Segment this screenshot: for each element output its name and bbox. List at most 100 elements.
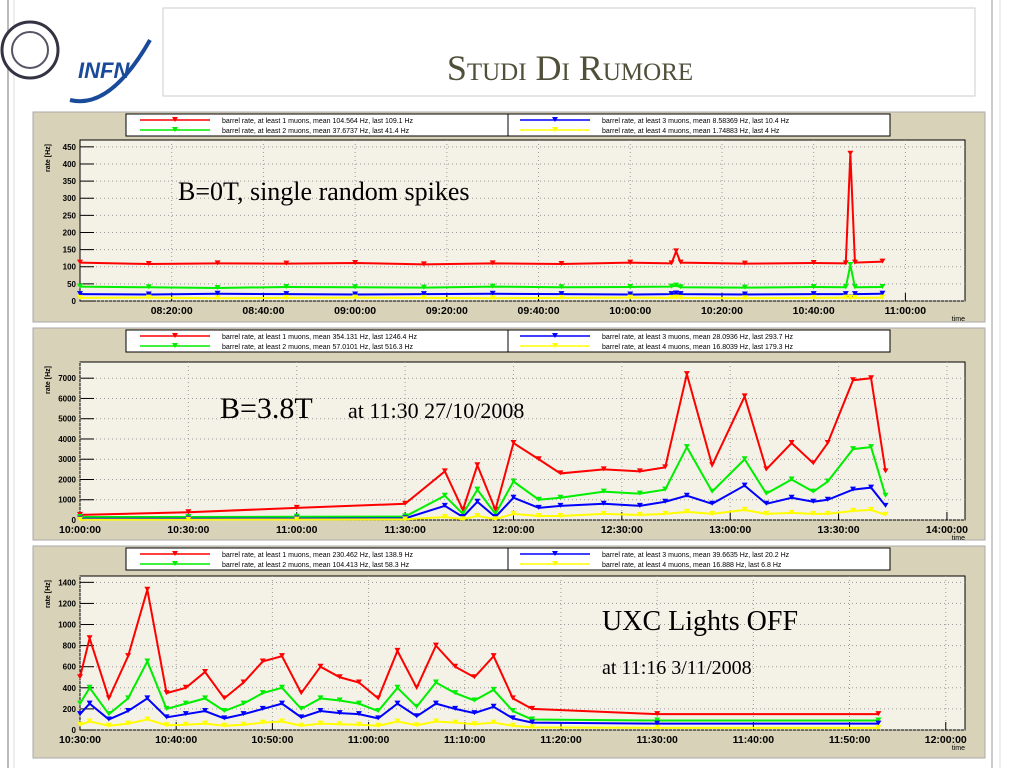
point-marker <box>375 708 382 714</box>
point-marker <box>850 377 857 383</box>
point-marker <box>741 482 748 488</box>
point-marker <box>875 720 882 726</box>
y-tick-label: 0 <box>72 516 77 525</box>
point-marker <box>558 284 565 290</box>
point-marker <box>355 711 362 717</box>
point-marker <box>459 510 466 516</box>
y-tick-label: 0 <box>72 726 77 735</box>
logo-seal <box>0 20 60 80</box>
point-marker <box>673 248 680 254</box>
point-marker <box>163 690 170 696</box>
point-marker <box>279 684 286 690</box>
point-marker <box>185 516 192 522</box>
point-marker <box>875 724 882 730</box>
point-marker <box>452 719 459 725</box>
point-marker <box>763 466 770 472</box>
series-line <box>79 153 883 266</box>
point-marker <box>850 486 857 492</box>
annotation-text: at 11:30 27/10/2008 <box>348 398 524 423</box>
y-tick-label: 0 <box>72 297 77 306</box>
x-tick-label: 11:00:00 <box>885 305 927 317</box>
point-marker <box>420 261 427 267</box>
y-tick-label: 1400 <box>58 578 76 587</box>
point-marker <box>879 258 886 264</box>
legend-marker <box>552 343 558 348</box>
plot-area <box>79 361 966 521</box>
point-marker <box>259 719 266 725</box>
point-marker <box>662 486 669 492</box>
point-marker <box>105 711 112 717</box>
x-tick-label: 09:40:00 <box>518 305 560 317</box>
annotation: UXC Lights OFF at 11:16 3/11/2008 <box>602 606 798 679</box>
logo-text: INFN <box>78 58 130 83</box>
point-marker <box>875 717 882 723</box>
point-marker <box>709 510 716 516</box>
legend-label: barrel rate, at least 3 muons, mean 39.6… <box>602 552 790 559</box>
point-marker <box>394 718 401 724</box>
x-tick-label: 11:50:00 <box>829 734 871 746</box>
point-marker <box>824 440 831 446</box>
legend-label: barrel rate, at least 3 muons, mean 28.0… <box>602 334 794 341</box>
point-marker <box>662 510 669 516</box>
legend-marker <box>552 117 558 122</box>
point-marker <box>336 710 343 716</box>
point-marker <box>600 500 607 506</box>
point-marker <box>144 586 151 592</box>
point-marker <box>221 708 228 714</box>
point-marker <box>763 500 770 506</box>
point-marker <box>105 716 112 722</box>
point-marker <box>788 509 795 515</box>
point-marker <box>214 260 221 266</box>
point-marker <box>842 284 849 290</box>
y-tick-label: 400 <box>63 684 77 693</box>
y-tick-label: 1000 <box>58 496 76 505</box>
point-marker <box>868 375 875 381</box>
legend-label: barrel rate, at least 1 muons, mean 230.… <box>222 552 414 559</box>
point-marker <box>879 294 886 300</box>
point-marker <box>535 512 542 518</box>
point-marker <box>394 647 401 653</box>
point-marker <box>662 464 669 470</box>
point-marker <box>375 722 382 728</box>
point-marker <box>558 261 565 267</box>
point-marker <box>558 294 565 300</box>
y-tick-label: 2000 <box>58 475 76 484</box>
point-marker <box>654 724 661 730</box>
x-tick-label: 11:10:00 <box>444 734 486 746</box>
x-tick-label: 10:20:00 <box>701 305 743 317</box>
point-marker <box>163 722 170 728</box>
legend-label: barrel rate, at least 2 muons, mean 37.6… <box>222 128 410 135</box>
point-marker <box>868 444 875 450</box>
point-marker <box>240 679 247 685</box>
point-marker <box>402 516 409 522</box>
point-marker <box>842 294 849 300</box>
title-box <box>162 7 976 97</box>
legend-label: barrel rate, at least 3 muons, mean 8.58… <box>602 118 790 125</box>
point-marker <box>654 717 661 723</box>
y-tick-label: 450 <box>63 143 77 152</box>
point-marker <box>535 496 542 502</box>
legend-marker <box>552 127 558 132</box>
point-marker <box>662 498 669 504</box>
point-marker <box>182 684 189 690</box>
point-marker <box>810 294 817 300</box>
point-marker <box>283 283 290 289</box>
point-marker <box>163 714 170 720</box>
series-line <box>80 484 887 520</box>
y-tick-label: 6000 <box>58 394 76 403</box>
point-marker <box>535 456 542 462</box>
point-marker <box>77 721 83 727</box>
point-marker <box>788 476 795 482</box>
point-marker <box>842 291 849 297</box>
point-marker <box>214 290 221 296</box>
point-marker <box>868 484 875 490</box>
y-tick-label: 200 <box>63 228 77 237</box>
point-marker <box>851 291 858 297</box>
annotation-text: B=0T, single random spikes <box>178 177 469 206</box>
legend-marker <box>172 551 178 556</box>
point-marker <box>394 700 401 706</box>
point-marker <box>741 260 748 266</box>
y-tick-label: 5000 <box>58 415 76 424</box>
legend-label: barrel rate, at least 2 muons, mean 57.0… <box>222 344 414 351</box>
point-marker <box>283 294 290 300</box>
